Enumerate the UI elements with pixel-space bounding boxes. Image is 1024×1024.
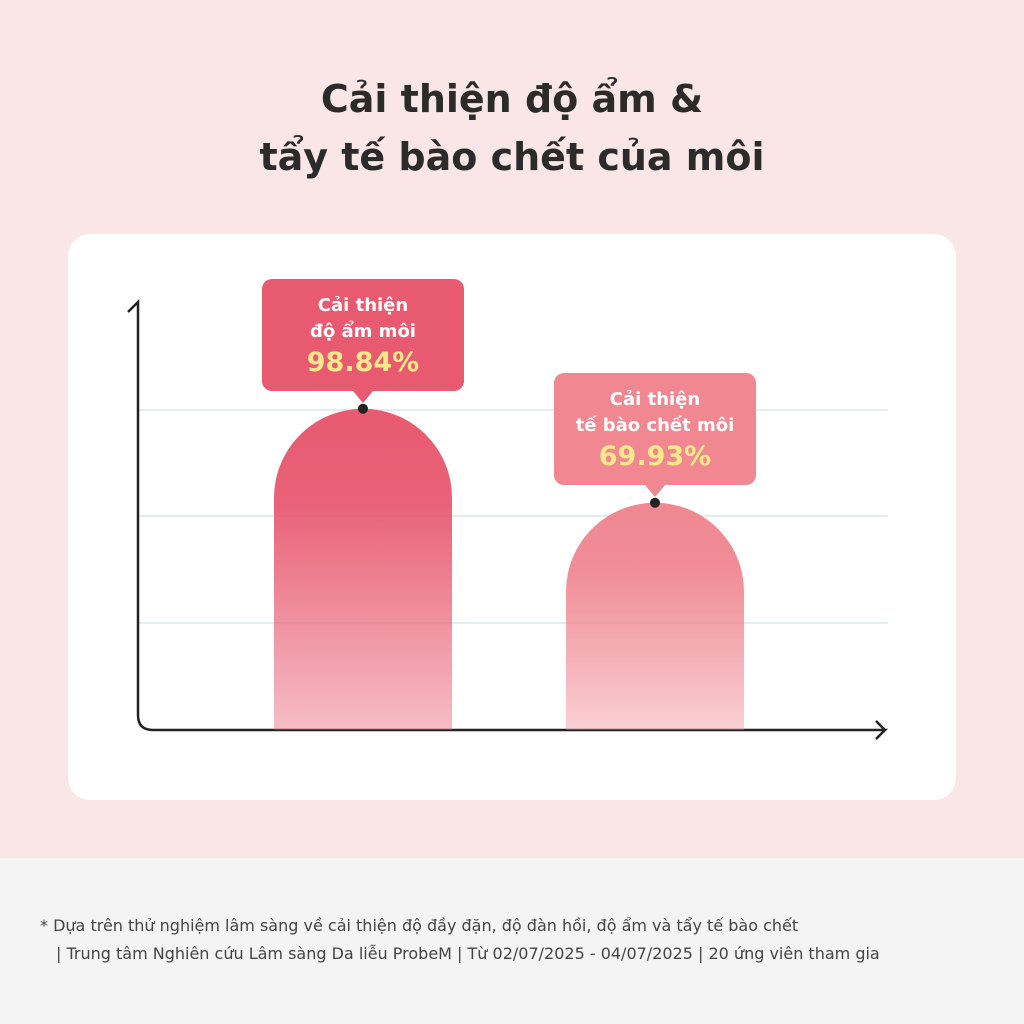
footer: * Dựa trên thử nghiệm lâm sàng về cải th… (0, 858, 1024, 1024)
value-label: 98.84% (306, 346, 420, 378)
category-label: Cải thiện tế bào chết môi (575, 388, 735, 436)
value-dot (650, 497, 660, 508)
callout: Cải thiện độ ẩm môi 98.84% (262, 278, 464, 403)
chart-title: Cải thiện độ ẩm & tẩy tế bào chết của mô… (259, 77, 765, 179)
chart-card (68, 234, 956, 800)
bar (274, 408, 452, 730)
footnote: * Dựa trên thử nghiệm lâm sàng về cải th… (40, 916, 799, 935)
category-label: Cải thiện độ ẩm môi (310, 294, 416, 342)
callout: Cải thiện tế bào chết môi 69.93% (554, 372, 756, 497)
value-dot (358, 403, 368, 414)
bar (566, 502, 744, 730)
footnote: | Trung tâm Nghiên cứu Lâm sàng Da liễu … (56, 944, 880, 963)
axes (127, 298, 889, 740)
value-label: 69.93% (598, 440, 712, 472)
